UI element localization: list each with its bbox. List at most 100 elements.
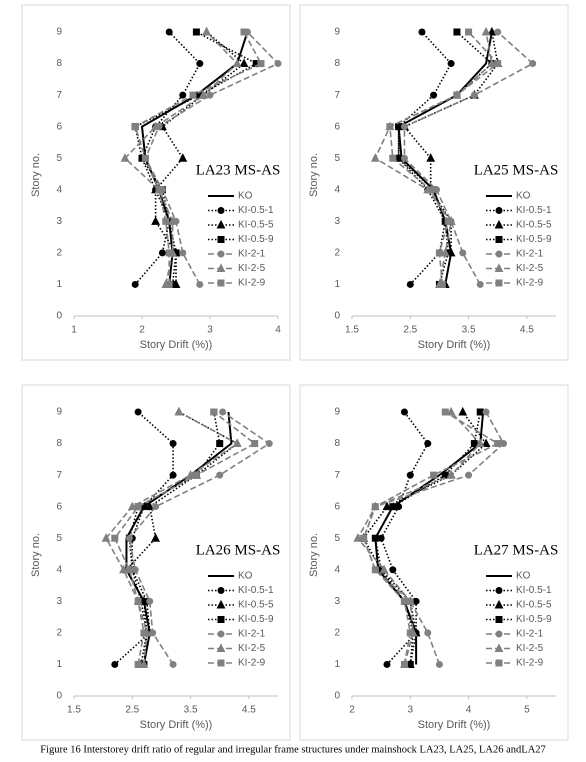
marker	[406, 471, 414, 479]
legend-marker	[495, 587, 503, 594]
marker	[447, 60, 455, 68]
marker	[444, 217, 452, 225]
x-tick-label: 3	[207, 325, 213, 336]
marker	[400, 597, 408, 605]
marker	[216, 440, 224, 448]
series-line	[374, 411, 482, 665]
legend-label: KI-2-1	[238, 629, 266, 640]
marker	[371, 566, 379, 574]
marker	[192, 28, 200, 36]
marker	[134, 597, 142, 605]
marker	[232, 438, 242, 448]
legend-marker	[216, 263, 226, 272]
marker	[424, 629, 432, 637]
legend-label: KI-2-9	[516, 278, 544, 289]
y-axis-label: Story no.	[308, 533, 320, 577]
marker	[383, 660, 391, 668]
legend-marker	[217, 250, 225, 258]
y-tick-label: 7	[56, 470, 62, 481]
marker	[405, 596, 415, 605]
marker	[189, 91, 197, 99]
y-tick-label: 4	[334, 564, 340, 575]
marker	[174, 406, 184, 416]
marker	[179, 91, 187, 99]
marker	[476, 408, 484, 416]
legend-label: KI-0.5-9	[516, 614, 552, 625]
legend-label: KI-0.5-5	[516, 600, 552, 611]
marker	[240, 28, 248, 36]
marker	[206, 91, 214, 99]
legend-label: KI-0.5-1	[516, 205, 552, 216]
marker	[251, 440, 259, 448]
y-tick-label: 8	[334, 438, 340, 449]
legend-label: KI-2-1	[516, 249, 544, 260]
marker	[389, 154, 397, 162]
marker	[435, 249, 443, 257]
y-tick-label: 9	[56, 27, 62, 38]
y-tick-label: 8	[56, 438, 62, 449]
series-line	[362, 411, 505, 665]
x-tick-label: 2	[139, 325, 145, 336]
marker	[370, 153, 380, 162]
marker	[162, 217, 170, 225]
marker	[446, 406, 456, 416]
y-tick-label: 5	[56, 533, 62, 544]
x-tick-label: 1.5	[345, 325, 359, 336]
y-tick-label: 6	[334, 121, 340, 132]
legend-marker	[494, 263, 504, 272]
y-tick-label: 7	[334, 90, 340, 101]
legend-label: KO	[238, 191, 253, 202]
marker	[198, 90, 208, 99]
legend-label: KI-2-5	[238, 643, 266, 654]
x-tick-label: 4	[275, 325, 281, 336]
series-line	[125, 411, 239, 665]
y-tick-label: 0	[56, 311, 62, 322]
marker	[430, 91, 438, 99]
x-tick-label: 1.5	[67, 705, 81, 716]
legend-marker	[217, 207, 225, 214]
marker	[494, 440, 502, 448]
legend-marker	[217, 659, 225, 667]
marker	[257, 60, 265, 68]
legend-label: KO	[238, 571, 253, 582]
chart-title: LA23 MS-AS	[196, 162, 281, 178]
legend-label: KI-2-1	[238, 249, 266, 260]
x-tick-label: 4.5	[242, 705, 256, 716]
marker	[196, 280, 204, 288]
marker	[386, 123, 394, 131]
series-line	[134, 31, 201, 285]
legend-label: KI-0.5-1	[516, 585, 552, 596]
marker	[470, 440, 478, 448]
legend-marker	[495, 250, 503, 258]
marker	[139, 659, 149, 668]
y-axis-label: Story no.	[308, 153, 320, 197]
y-tick-label: 3	[56, 596, 62, 607]
marker	[400, 123, 408, 131]
y-axis-label: Story no.	[30, 533, 42, 577]
chart-title: LA25 MS-AS	[474, 162, 559, 178]
legend-label: KI-0.5-1	[238, 205, 274, 216]
marker	[435, 660, 443, 668]
panel-border	[299, 4, 569, 361]
legend-marker	[495, 279, 503, 287]
series-line	[380, 411, 429, 665]
legend-label: KI-2-9	[238, 278, 266, 289]
marker	[151, 533, 161, 542]
marker	[120, 153, 130, 162]
chart-title: LA26 MS-AS	[196, 542, 281, 558]
marker	[178, 153, 188, 162]
marker	[433, 186, 441, 194]
legend-marker	[494, 643, 504, 652]
marker	[465, 28, 473, 36]
chart-title: LA27 MS-AS	[474, 542, 559, 558]
legend-label: KI-0.5-5	[238, 220, 274, 231]
legend-marker	[494, 599, 504, 609]
marker	[219, 408, 227, 416]
marker	[151, 121, 161, 131]
marker	[459, 249, 467, 257]
legend-marker	[494, 219, 504, 229]
y-tick-label: 1	[334, 659, 340, 670]
series-line	[140, 31, 249, 285]
x-tick-label: 3.5	[462, 325, 476, 336]
legend-label: KI-2-9	[238, 658, 266, 669]
